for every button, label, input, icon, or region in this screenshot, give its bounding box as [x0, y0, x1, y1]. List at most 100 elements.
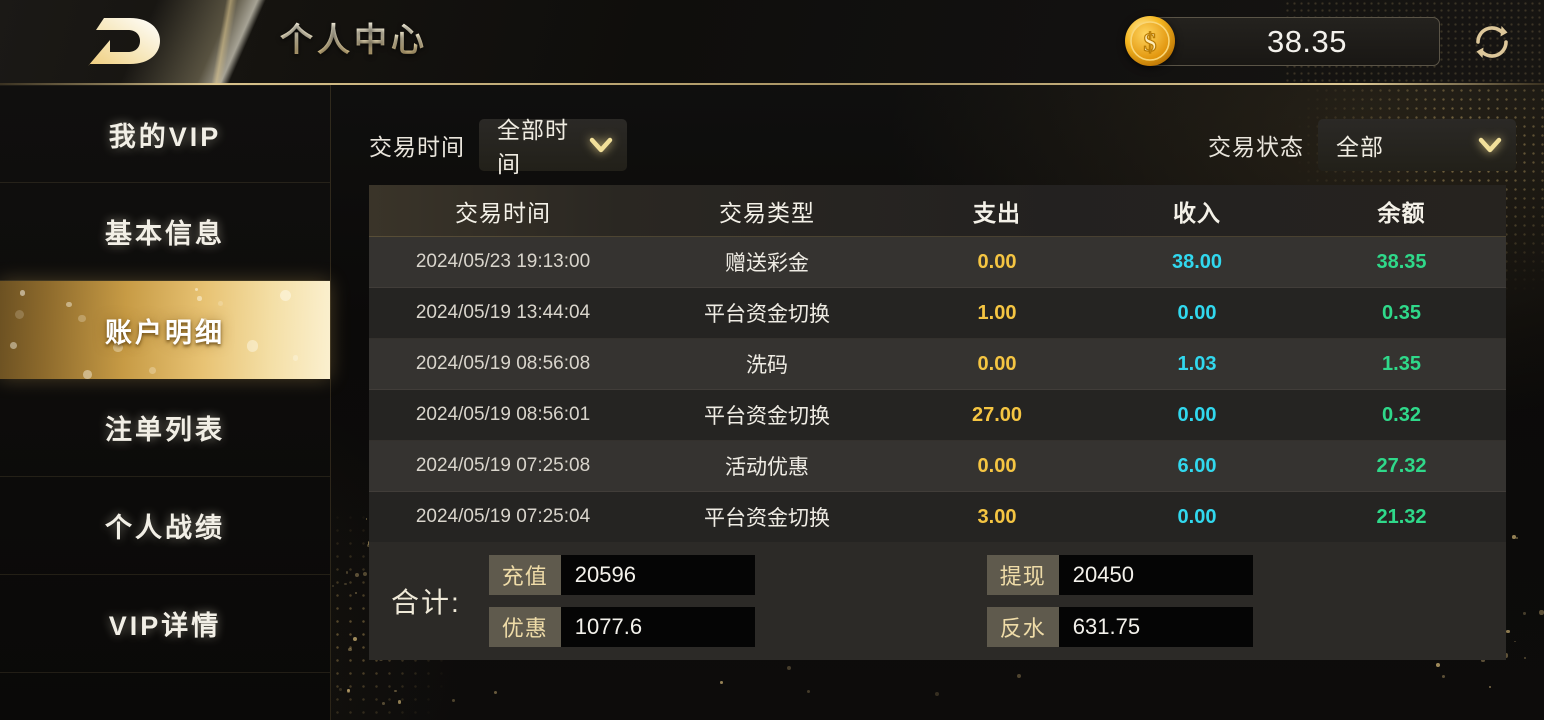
balance-display[interactable]: $ 38.35 [1148, 17, 1440, 66]
cell-in: 6.00 [1097, 455, 1297, 478]
sidebar-item-label: 基本信息 [105, 212, 225, 251]
brand-d-logo-icon[interactable] [66, 12, 176, 72]
transaction-status-label: 交易状态 [1208, 128, 1304, 162]
sidebar-item-0[interactable]: 我的VIP [0, 85, 330, 183]
sidebar-item-3[interactable]: 注单列表 [0, 379, 330, 477]
cell-balance: 27.32 [1297, 455, 1506, 478]
cell-time: 2024/05/19 13:44:04 [369, 302, 637, 324]
cell-type: 平台资金切换 [637, 502, 897, 532]
transaction-time-value: 全部时间 [497, 111, 579, 179]
cell-balance: 21.32 [1297, 506, 1506, 529]
sidebar-nav: 我的VIP 基本信息账户明细注单列表个人战绩 VIP详情 [0, 85, 331, 720]
sparkle-dot [83, 370, 92, 379]
table-row[interactable]: 2024/05/23 19:13:00 赠送彩金 0.00 38.00 38.35 [369, 237, 1506, 288]
cell-type: 洗码 [637, 349, 897, 379]
column-header-0: 交易时间 [369, 194, 637, 228]
table-row[interactable]: 2024/05/19 13:44:04 平台资金切换 1.00 0.00 0.35 [369, 288, 1506, 339]
sidebar-item-4[interactable]: 个人战绩 [0, 477, 330, 575]
sparkle-dot [10, 342, 17, 349]
sidebar-item-2[interactable]: 账户明细 [0, 281, 330, 379]
sparkle-dot [197, 296, 201, 300]
cell-in: 38.00 [1097, 251, 1297, 274]
total-field-1: 提现 20450 [987, 555, 1319, 595]
filter-bar: 交易时间 全部时间 交易状态 全部 [331, 85, 1544, 185]
total-field-value: 20450 [1059, 555, 1253, 595]
total-field-value: 1077.6 [561, 607, 755, 647]
cell-out: 27.00 [897, 404, 1097, 427]
totals-panel: 合计: 充值 20596 提现 20450 优惠 1077.6 反水 631.75 [369, 542, 1506, 660]
cell-out: 0.00 [897, 353, 1097, 376]
column-header-1: 交易类型 [637, 194, 897, 228]
sparkle-dot [149, 367, 156, 374]
column-header-4: 余额 [1297, 194, 1506, 228]
cell-balance: 0.32 [1297, 404, 1506, 427]
sparkle-dot [218, 301, 223, 306]
transaction-status-filter: 交易状态 全部 [1208, 119, 1516, 171]
sparkle-dot [195, 288, 198, 291]
cell-time: 2024/05/19 08:56:01 [369, 404, 637, 426]
transaction-status-value: 全部 [1336, 128, 1384, 162]
cell-in: 0.00 [1097, 404, 1297, 427]
cell-type: 活动优惠 [637, 451, 897, 481]
cell-type: 平台资金切换 [637, 400, 897, 430]
totals-spacer [821, 555, 987, 595]
sidebar-item-label: 注单列表 [105, 408, 225, 447]
app-header: 个人中心 [0, 0, 1544, 85]
sparkle-dot [78, 315, 85, 322]
balance-box[interactable]: 38.35 [1148, 17, 1440, 66]
sparkle-dot [20, 290, 26, 296]
page-title: 个人中心 [280, 14, 428, 66]
totals-spacer [821, 607, 987, 647]
sparkle-dot [66, 302, 72, 308]
transaction-time-label: 交易时间 [369, 128, 465, 162]
sidebar-item-label: 账户明细 [105, 311, 225, 350]
total-field-0: 充值 20596 [489, 555, 821, 595]
cell-out: 0.00 [897, 455, 1097, 478]
table-row[interactable]: 2024/05/19 07:25:08 活动优惠 0.00 6.00 27.32 [369, 441, 1506, 492]
total-field-label: 提现 [987, 555, 1059, 595]
sparkle-dot [293, 355, 298, 360]
total-field-3: 反水 631.75 [987, 607, 1319, 647]
total-field-label: 充值 [489, 555, 561, 595]
sparkle-dot [280, 290, 291, 301]
table-row[interactable]: 2024/05/19 07:25:04 平台资金切换 3.00 0.00 21.32 [369, 492, 1506, 543]
cell-in: 0.00 [1097, 302, 1297, 325]
cell-time: 2024/05/19 07:25:04 [369, 506, 637, 528]
cell-in: 0.00 [1097, 506, 1297, 529]
column-header-2: 支出 [897, 194, 1097, 228]
table-row[interactable]: 2024/05/19 08:56:01 平台资金切换 27.00 0.00 0.32 [369, 390, 1506, 441]
cell-time: 2024/05/23 19:13:00 [369, 251, 637, 273]
sparkle-dot [15, 310, 24, 319]
transaction-status-select[interactable]: 全部 [1318, 119, 1516, 171]
sidebar-item-label: 我的VIP [109, 115, 222, 154]
column-header-3: 收入 [1097, 194, 1297, 228]
sidebar-item-label: 个人战绩 [105, 506, 225, 545]
table-header-row: 交易时间 交易类型 支出 收入 余额 [369, 185, 1506, 237]
cell-balance: 0.35 [1297, 302, 1506, 325]
cell-time: 2024/05/19 08:56:08 [369, 353, 637, 375]
table-row[interactable]: 2024/05/19 08:56:08 洗码 0.00 1.03 1.35 [369, 339, 1506, 390]
cell-out: 1.00 [897, 302, 1097, 325]
chevron-down-icon [1478, 137, 1502, 153]
total-field-label: 反水 [987, 607, 1059, 647]
totals-grid: 充值 20596 提现 20450 优惠 1077.6 反水 631.75 [489, 555, 1319, 647]
cell-in: 1.03 [1097, 353, 1297, 376]
sidebar-item-1[interactable]: 基本信息 [0, 183, 330, 281]
personal-center-screen: 个人中心 [0, 0, 1544, 720]
table-body: 2024/05/23 19:13:00 赠送彩金 0.00 38.00 38.35 202… [369, 237, 1506, 594]
svg-text:$: $ [1144, 28, 1157, 57]
transactions-table: 交易时间 交易类型 支出 收入 余额 2024/05/23 19:13:00 赠送彩金 0.… [369, 185, 1506, 594]
total-field-value: 20596 [561, 555, 755, 595]
cell-balance: 38.35 [1297, 251, 1506, 274]
transaction-time-filter: 交易时间 全部时间 [369, 119, 627, 171]
totals-label: 合计: [391, 581, 461, 621]
cell-type: 平台资金切换 [637, 298, 897, 328]
total-field-label: 优惠 [489, 607, 561, 647]
sparkle-dot [247, 340, 258, 351]
cell-time: 2024/05/19 07:25:08 [369, 455, 637, 477]
transaction-time-select[interactable]: 全部时间 [479, 119, 627, 171]
refresh-icon[interactable] [1468, 18, 1516, 66]
cell-balance: 1.35 [1297, 353, 1506, 376]
chevron-down-icon [589, 137, 613, 153]
sidebar-item-5[interactable]: VIP详情 [0, 575, 330, 673]
